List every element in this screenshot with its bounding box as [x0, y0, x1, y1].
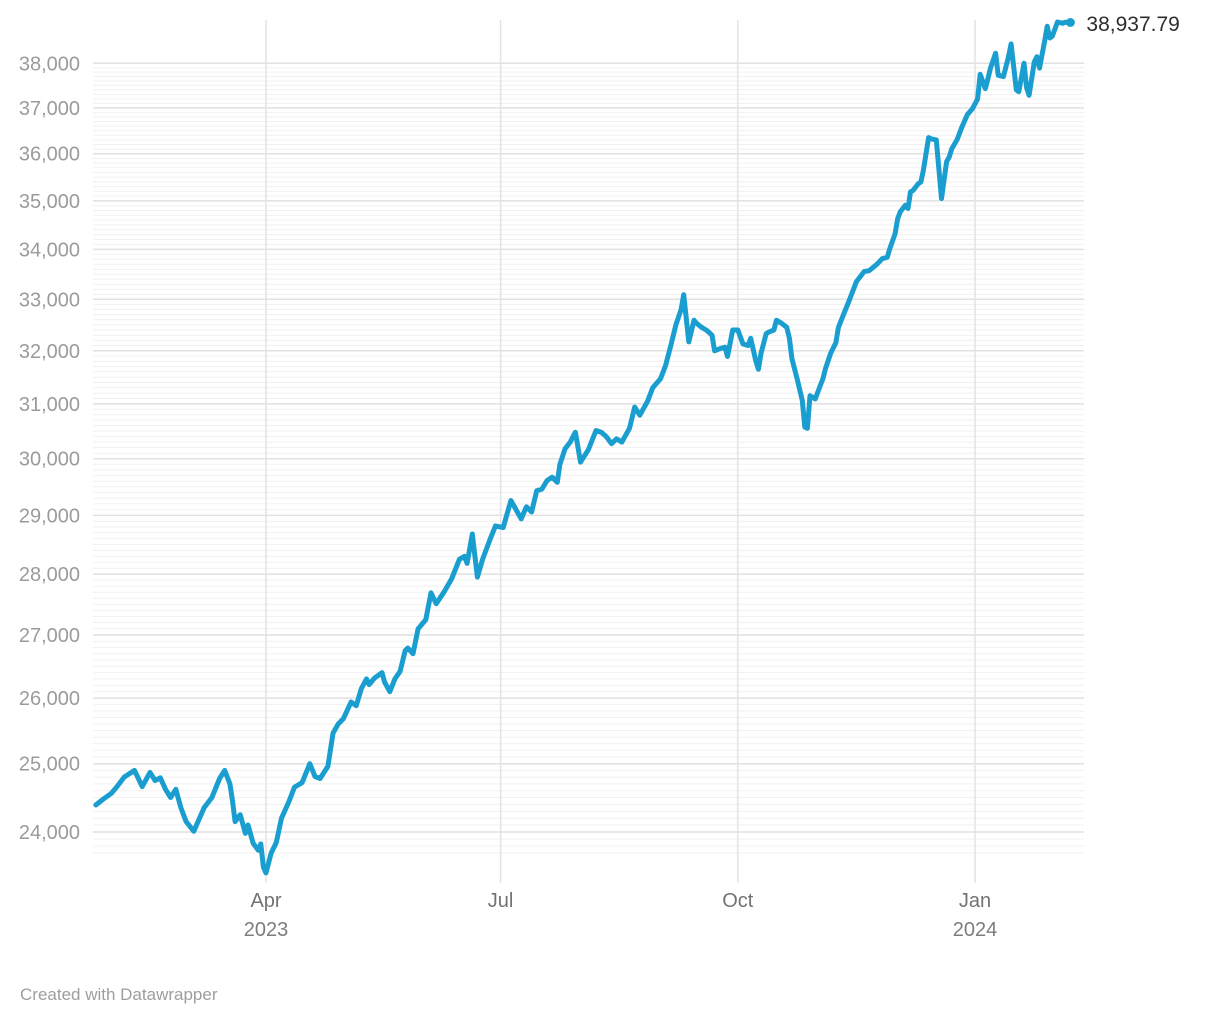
y-tick-label: 25,000 [19, 754, 80, 776]
datawrapper-attribution: Created with Datawrapper [20, 985, 218, 1004]
y-tick-label: 33,000 [19, 289, 80, 311]
y-tick-label: 27,000 [19, 625, 80, 647]
y-tick-label: 24,000 [19, 822, 80, 844]
line-end-dot [1065, 18, 1075, 27]
y-tick-label: 26,000 [19, 688, 80, 710]
y-tick-label: 38,000 [19, 53, 80, 75]
y-tick-label: 29,000 [19, 505, 80, 527]
y-tick-label: 32,000 [19, 341, 80, 363]
y-tick-label: 31,000 [19, 394, 80, 416]
y-tick-label: 37,000 [19, 98, 80, 120]
x-tick-label: Jul [488, 890, 514, 912]
line-end-value-label: 38,937.79 [1086, 12, 1180, 36]
x-tick-year-label: 2023 [244, 919, 289, 941]
x-tick-year-label: 2024 [953, 919, 998, 941]
y-tick-label: 30,000 [19, 449, 80, 471]
y-tick-label: 34,000 [19, 239, 80, 261]
x-tick-label: Apr [250, 890, 281, 912]
y-tick-label: 35,000 [19, 191, 80, 213]
x-tick-label: Oct [722, 890, 754, 912]
y-tick-label: 28,000 [19, 564, 80, 586]
x-tick-label: Jan [959, 890, 991, 912]
data-line[interactable] [93, 19, 1073, 876]
y-tick-label: 36,000 [19, 144, 80, 166]
